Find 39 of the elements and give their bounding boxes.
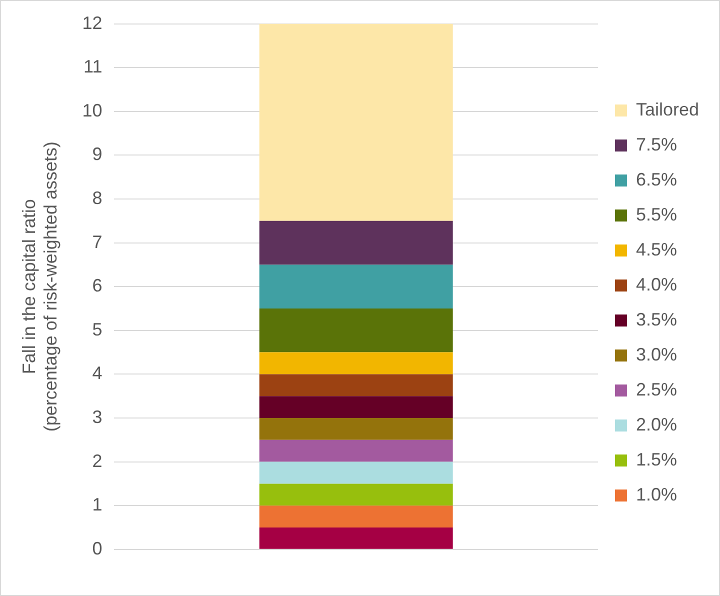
- bar: [259, 440, 453, 462]
- legend-label: 2.0%: [636, 414, 677, 434]
- legend-label: 6.5%: [636, 169, 677, 190]
- y-tick-label: 0: [92, 538, 102, 558]
- bar: [259, 506, 453, 528]
- y-tick-label: 2: [92, 450, 102, 471]
- y-tick-label: 6: [92, 276, 102, 296]
- legend-label: 1.0%: [636, 484, 677, 504]
- bar: [259, 264, 453, 308]
- bar: [259, 352, 453, 374]
- legend-label: 1.5%: [636, 449, 677, 470]
- bar: [259, 418, 453, 440]
- bar: [259, 484, 453, 506]
- bar: [259, 24, 453, 221]
- legend-label: 5.5%: [636, 204, 677, 224]
- legend-label: 2.5%: [636, 379, 677, 400]
- legend-label: 4.0%: [636, 274, 677, 294]
- y-tick-label: 9: [92, 144, 102, 164]
- legend-label: 3.0%: [636, 344, 677, 364]
- y-tick-label: 4: [92, 363, 102, 384]
- bar: [259, 528, 453, 549]
- legend-label: Tailored: [636, 99, 700, 120]
- bar: [259, 462, 453, 484]
- legend-label: 7.5%: [636, 134, 677, 154]
- y-tick-label: 12: [82, 12, 102, 33]
- y-tick-label: 1: [92, 494, 102, 515]
- y-tick-label: 8: [92, 188, 102, 208]
- bar: [259, 374, 453, 396]
- y-tick-label: 5: [92, 319, 102, 340]
- legend-label: 4.5%: [636, 239, 677, 260]
- y-tick-label: 11: [84, 56, 102, 77]
- y-tick-label: 3: [92, 406, 102, 427]
- legend-label: 3.5%: [636, 309, 677, 330]
- bar: [259, 308, 453, 352]
- y-tick-label: 10: [82, 100, 102, 120]
- y-tick-label: 7: [92, 232, 102, 252]
- bar: [259, 220, 453, 265]
- y-axis-title: Fall in the capital ratio (percentage of risk-weighted assets): [18, 142, 60, 432]
- bar: [259, 396, 453, 418]
